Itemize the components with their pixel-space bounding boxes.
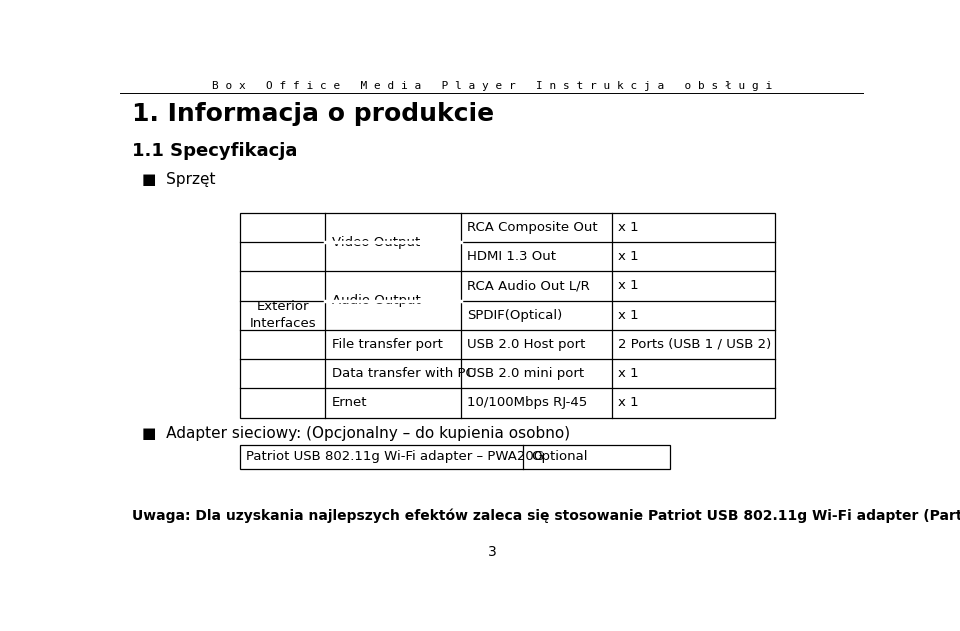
Text: x 1: x 1 [618,250,639,263]
Text: USB 2.0 Host port: USB 2.0 Host port [468,338,586,351]
Text: Uwaga: Dla uzyskania najlepszych efektów zaleca się stosowanie Patriot USB 802.1: Uwaga: Dla uzyskania najlepszych efektów… [132,508,960,522]
Text: 3: 3 [488,545,496,558]
Text: B o x   O f f i c e   M e d i a   P l a y e r   I n s t r u k c j a   o b s ł u : B o x O f f i c e M e d i a P l a y e r … [212,81,772,91]
Text: x 1: x 1 [618,280,639,292]
Text: Optional: Optional [531,451,588,463]
Text: SPDIF(Optical): SPDIF(Optical) [468,309,563,322]
Text: HDMI 1.3 Out: HDMI 1.3 Out [468,250,556,263]
Text: x 1: x 1 [618,221,639,234]
Text: 2 Ports (USB 1 / USB 2): 2 Ports (USB 1 / USB 2) [618,338,772,351]
Text: x 1: x 1 [618,396,639,410]
Text: x 1: x 1 [618,367,639,380]
Text: ■  Adapter sieciowy: (Opcjonalny – do kupienia osobno): ■ Adapter sieciowy: (Opcjonalny – do kup… [142,425,570,440]
Text: File transfer port: File transfer port [331,338,443,351]
Text: 1. Informacja o produkcie: 1. Informacja o produkcie [132,102,493,126]
Text: RCA Audio Out L/R: RCA Audio Out L/R [468,280,590,292]
Text: Video Output: Video Output [331,235,420,249]
Bar [240,213,775,418]
Text: Data transfer with PC: Data transfer with PC [331,367,474,380]
Text: x 1: x 1 [618,309,639,322]
Text: Ernet: Ernet [331,396,367,410]
Text: USB 2.0 mini port: USB 2.0 mini port [468,367,585,380]
Text: RCA Composite Out: RCA Composite Out [468,221,598,234]
Text: Exterior
Interfaces: Exterior Interfaces [250,300,316,330]
Text: 1.1 Specyfikacja: 1.1 Specyfikacja [132,142,297,160]
Text: ■  Sprzęt: ■ Sprzęt [142,172,215,187]
Text: 10/100Mbps RJ-45: 10/100Mbps RJ-45 [468,396,588,410]
Bar [240,445,670,469]
Text: Audio Output: Audio Output [331,294,420,307]
Text: Patriot USB 802.11g Wi-Fi adapter – PWA20G: Patriot USB 802.11g Wi-Fi adapter – PWA2… [247,451,544,463]
